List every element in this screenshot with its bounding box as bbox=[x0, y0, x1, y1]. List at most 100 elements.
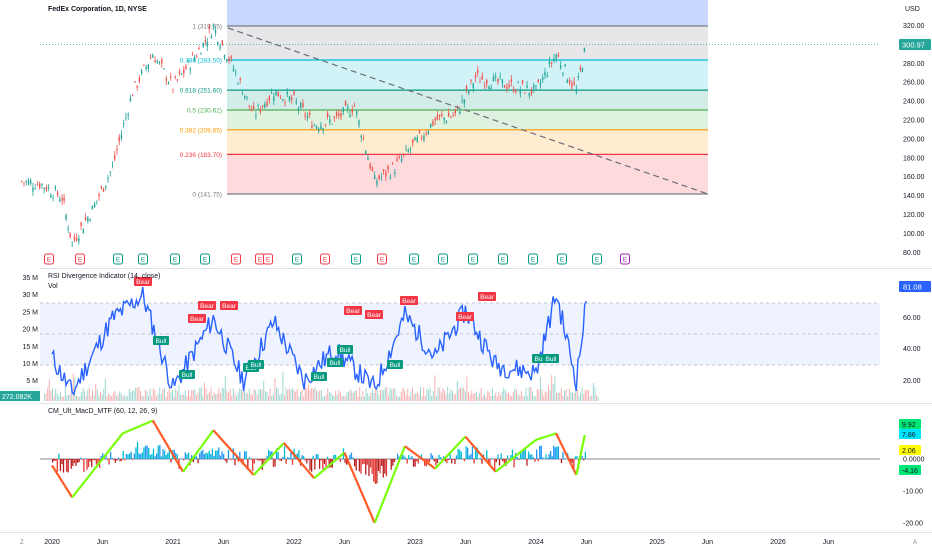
macd-line-segment bbox=[418, 455, 422, 459]
earnings-badge[interactable] bbox=[320, 253, 330, 265]
volume-bar bbox=[584, 389, 586, 401]
macd-hist-bar bbox=[431, 455, 434, 459]
earnings-badge[interactable] bbox=[44, 253, 54, 265]
macd-line-segment bbox=[483, 458, 487, 462]
earnings-badge[interactable] bbox=[438, 253, 448, 265]
volume-bar bbox=[538, 389, 540, 401]
volume-bar bbox=[298, 396, 300, 401]
earnings-badge[interactable] bbox=[231, 253, 241, 265]
macd-indicator-title[interactable]: CM_Ult_MacD_MTF (60, 12, 26, 9) bbox=[48, 408, 157, 415]
volume-bar bbox=[474, 392, 476, 401]
volume-bar bbox=[208, 392, 210, 401]
earnings-badge[interactable] bbox=[498, 253, 508, 265]
macd-line-segment bbox=[227, 445, 231, 449]
macd-line-segment bbox=[378, 506, 383, 512]
candle-body bbox=[163, 68, 165, 70]
volume-bar bbox=[172, 390, 173, 401]
volume-bar bbox=[412, 387, 413, 401]
earnings-badge[interactable] bbox=[113, 253, 123, 265]
earnings-badge-label: E bbox=[595, 257, 600, 264]
macd-line-segment bbox=[58, 477, 63, 481]
volume-bar bbox=[101, 394, 103, 401]
earnings-badge[interactable] bbox=[377, 253, 387, 265]
earnings-badge[interactable] bbox=[292, 253, 302, 265]
earnings-badge[interactable] bbox=[75, 253, 85, 265]
macd-line-segment bbox=[186, 462, 191, 466]
price-tick: 160.00 bbox=[903, 174, 925, 181]
macd-hist-bar bbox=[318, 459, 321, 469]
volume-bar bbox=[436, 395, 437, 401]
earnings-badge-label: E bbox=[412, 257, 417, 264]
earnings-badge[interactable] bbox=[170, 253, 180, 265]
time-axis[interactable]: 2020 Jun 2021 Jun 2022 Jun 2023 Jun 2024 Jun 2025 J… bbox=[44, 539, 834, 546]
macd-hist-bar bbox=[143, 447, 145, 459]
earnings-badge[interactable] bbox=[138, 253, 148, 265]
macd-line-segment bbox=[434, 466, 438, 470]
macd-hist-bar bbox=[365, 459, 367, 475]
macd-line-segment bbox=[276, 447, 280, 451]
macd-tick: -10.00 bbox=[903, 489, 923, 496]
macd-hist-bar bbox=[213, 456, 215, 459]
candle-body bbox=[443, 117, 445, 121]
volume-bar bbox=[589, 396, 591, 401]
macd-line-segment bbox=[228, 447, 232, 451]
candle-body bbox=[436, 115, 439, 120]
macd-hist-bar bbox=[239, 451, 241, 459]
macd-line-segment bbox=[329, 462, 333, 466]
earnings-badge[interactable] bbox=[528, 253, 538, 265]
volume-bar bbox=[109, 395, 111, 401]
volume-title[interactable]: Vol bbox=[48, 283, 58, 290]
earnings-badge[interactable] bbox=[592, 253, 602, 265]
macd-hist-bar bbox=[296, 453, 298, 459]
macd-hist-bar bbox=[75, 459, 77, 466]
macd-line-segment bbox=[421, 458, 425, 462]
candle-body bbox=[270, 92, 273, 94]
auto-scale-icon[interactable]: A bbox=[913, 540, 917, 546]
volume-bar bbox=[159, 387, 161, 401]
macd-hist-bar bbox=[416, 459, 418, 462]
macd-hist-bar bbox=[435, 459, 437, 466]
timezone-icon[interactable]: Z bbox=[20, 540, 24, 546]
rsi-tick: 60.00 bbox=[903, 315, 921, 322]
volume-bar bbox=[90, 395, 92, 401]
earnings-badge[interactable] bbox=[409, 253, 419, 265]
earnings-badge[interactable] bbox=[200, 253, 210, 265]
volume-bar bbox=[180, 394, 181, 401]
candle-body bbox=[191, 54, 194, 56]
macd-hist-bar bbox=[136, 442, 139, 459]
volume-bar bbox=[320, 389, 322, 401]
earnings-badge[interactable] bbox=[351, 253, 361, 265]
volume-bar bbox=[309, 389, 311, 401]
earnings-badge[interactable] bbox=[620, 253, 630, 265]
macd-hist-bar bbox=[510, 455, 512, 459]
earnings-badge[interactable] bbox=[468, 253, 478, 265]
volume-bar bbox=[525, 387, 527, 401]
rsi-indicator-title[interactable]: RSI Divergence Indicator (14, close) bbox=[48, 273, 160, 280]
macd-hist-bar bbox=[521, 451, 523, 459]
earnings-badge[interactable] bbox=[263, 253, 273, 265]
candle-body bbox=[367, 157, 369, 160]
macd-line-segment bbox=[239, 459, 244, 464]
macd-hist-bar bbox=[545, 454, 547, 459]
price-axis[interactable]: 320.00300.00280.00260.00240.00220.00200.… bbox=[903, 23, 925, 257]
downtrend-line[interactable] bbox=[227, 27, 709, 195]
macd-hist-bar bbox=[315, 454, 318, 459]
macd-line-segment bbox=[311, 475, 316, 479]
candle-body bbox=[315, 126, 318, 129]
macd-line-segment bbox=[169, 449, 173, 454]
volume-bar bbox=[392, 388, 394, 401]
earnings-badge[interactable] bbox=[557, 253, 567, 265]
candle-body bbox=[100, 186, 102, 189]
macd-line-segment bbox=[225, 443, 229, 448]
volume-bar bbox=[469, 395, 471, 401]
macd-hist-bar bbox=[183, 459, 185, 461]
volume-bar bbox=[132, 390, 133, 401]
macd-line-segment bbox=[499, 465, 503, 469]
macd-hist-bar bbox=[503, 459, 506, 464]
volume-bar bbox=[479, 393, 481, 401]
macd-line-segment bbox=[120, 432, 124, 437]
volume-bar bbox=[242, 391, 244, 401]
macd-hist-bar bbox=[353, 459, 356, 467]
macd-hist-bar bbox=[219, 455, 222, 459]
